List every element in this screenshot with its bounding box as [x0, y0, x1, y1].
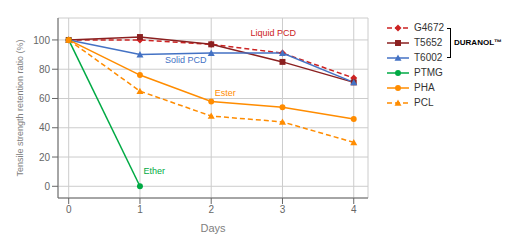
html-text:T5652: T5652: [414, 37, 443, 48]
svg-text:1: 1: [137, 204, 143, 215]
svg-text:0: 0: [66, 204, 72, 215]
svg-text:Ester: Ester: [215, 88, 236, 98]
svg-text:80: 80: [39, 64, 51, 75]
html-text:DURANOL™: DURANOL™: [454, 38, 502, 47]
html-text:PTMG: PTMG: [414, 67, 443, 78]
svg-text:Tensile strength retention rat: Tensile strength retention ratio (%): [15, 39, 25, 176]
svg-text:Ether: Ether: [144, 166, 166, 176]
svg-text:20: 20: [39, 152, 51, 163]
svg-text:Days: Days: [200, 222, 226, 234]
svg-text:3: 3: [280, 204, 286, 215]
svg-text:60: 60: [39, 93, 51, 104]
html-text:G4672: G4672: [414, 22, 444, 33]
svg-text:40: 40: [39, 122, 51, 133]
svg-text:Liquid PCD: Liquid PCD: [250, 28, 296, 38]
svg-text:2: 2: [208, 204, 214, 215]
svg-text:0: 0: [44, 181, 50, 192]
html-text:PCL: PCL: [414, 97, 434, 108]
svg-text:100: 100: [33, 35, 50, 46]
html-text:T6002: T6002: [414, 52, 443, 63]
svg-text:4: 4: [351, 204, 357, 215]
svg-text:Solid PCD: Solid PCD: [165, 55, 207, 65]
html-text:PHA: PHA: [414, 82, 435, 93]
